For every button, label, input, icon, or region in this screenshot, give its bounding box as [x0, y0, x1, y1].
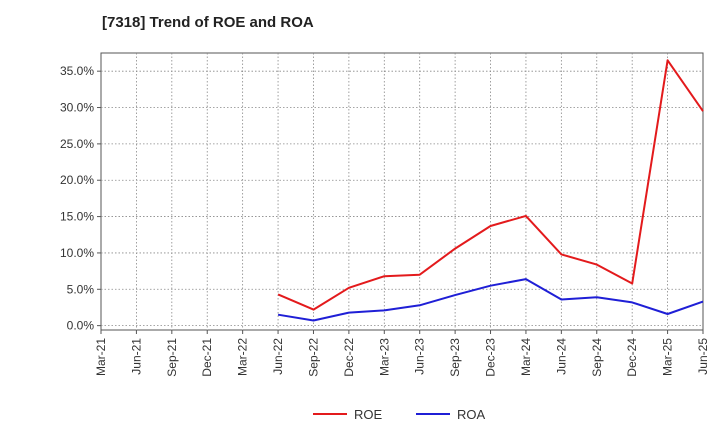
x-tick-label: Jun-21 — [129, 338, 143, 375]
x-tick-label: Mar-25 — [661, 338, 675, 376]
x-tick-label: Jun-24 — [554, 338, 568, 375]
plot-frame — [100, 52, 704, 331]
legend-label-roa: ROA — [457, 407, 486, 422]
y-tick-label: 0.0% — [67, 319, 95, 333]
x-tick-label: Dec-21 — [200, 338, 214, 377]
series-layer — [277, 59, 704, 322]
y-tick-label: 10.0% — [60, 246, 94, 260]
series-line-roa — [277, 278, 704, 322]
x-tick-label: Mar-24 — [519, 338, 533, 376]
y-tick-label: 35.0% — [60, 64, 94, 78]
series-line-roe — [277, 59, 704, 311]
y-tick-label: 20.0% — [60, 173, 94, 187]
x-tick-label: Dec-24 — [625, 338, 639, 377]
x-tick-label: Mar-23 — [377, 338, 391, 376]
x-tick-label: Dec-23 — [484, 338, 498, 377]
axis-layer: 0.0% 5.0% 10.0% 15.0% 20.0% 25.0% 30.0% 35.0% Ma… — [60, 64, 710, 377]
grid-layer — [100, 52, 704, 331]
x-tick-label: Jun-25 — [696, 338, 710, 375]
x-tick-label: Sep-24 — [590, 338, 604, 377]
y-tick-label: 30.0% — [60, 101, 94, 115]
legend: ROE ROA — [313, 407, 486, 422]
x-tick-label: Sep-23 — [448, 338, 462, 377]
x-tick-label: Jun-22 — [271, 338, 285, 375]
x-tick-label: Mar-21 — [94, 338, 108, 376]
y-tick-label: 15.0% — [60, 210, 94, 224]
x-tick-label: Sep-22 — [306, 338, 320, 377]
x-tick-label: Mar-22 — [236, 338, 250, 376]
y-tick-label: 5.0% — [67, 282, 95, 296]
chart-title: [7318] Trend of ROE and ROA — [102, 14, 314, 31]
legend-label-roe: ROE — [354, 407, 383, 422]
x-tick-label: Sep-21 — [165, 338, 179, 377]
y-tick-label: 25.0% — [60, 137, 94, 151]
x-tick-label: Dec-22 — [342, 338, 356, 377]
x-tick-label: Jun-23 — [413, 338, 427, 375]
